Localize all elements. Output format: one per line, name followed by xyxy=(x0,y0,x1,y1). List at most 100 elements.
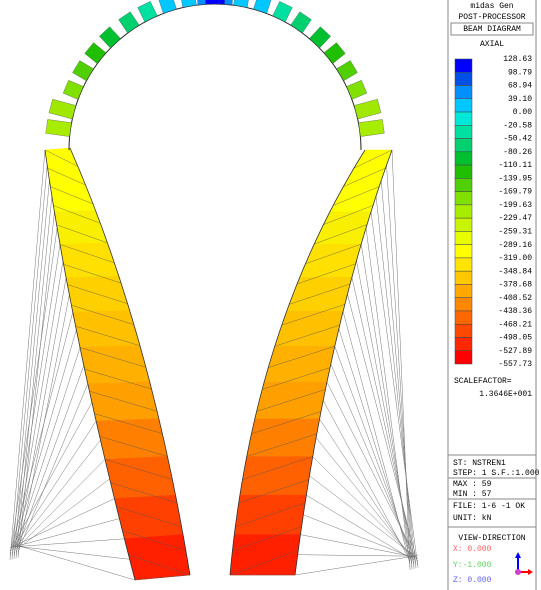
leg-brace xyxy=(75,325,141,346)
stage: ST: NSTREN1 xyxy=(453,459,506,468)
mode: POST-PROCESSOR xyxy=(458,13,525,22)
view-title: VIEW-DIRECTION xyxy=(458,534,525,543)
cable xyxy=(9,228,58,558)
legend-label: 98.79 xyxy=(508,68,532,77)
component: AXIAL xyxy=(480,40,504,49)
unit: UNIT: kN xyxy=(453,514,492,523)
leg-brace xyxy=(232,526,302,551)
arch-segment xyxy=(118,11,140,34)
legend-swatch xyxy=(454,350,473,365)
cable xyxy=(11,518,120,548)
cable xyxy=(15,545,130,560)
cable xyxy=(306,494,411,559)
cable xyxy=(11,420,97,551)
legend-label: -527.89 xyxy=(498,347,532,356)
legend-swatch xyxy=(454,310,473,325)
arch-segment xyxy=(84,42,107,64)
cable xyxy=(15,365,85,553)
leg-brace xyxy=(94,413,163,434)
leg-brace xyxy=(274,324,340,347)
leg-segment xyxy=(263,346,336,383)
leg-brace xyxy=(84,368,152,390)
arch-segment xyxy=(62,80,84,100)
leg-brace xyxy=(323,205,374,225)
legend-swatch xyxy=(454,270,473,285)
leg-brace xyxy=(128,554,191,576)
arch-segment xyxy=(272,1,293,23)
arch-segment xyxy=(354,99,382,120)
legend-swatch xyxy=(454,231,473,245)
leg-brace xyxy=(296,263,356,285)
legend-swatch xyxy=(454,72,473,86)
legend-label: -110.11 xyxy=(498,161,532,170)
legend-swatch xyxy=(454,323,473,338)
leg-segment xyxy=(246,418,320,457)
app-name: midas Gen xyxy=(470,2,513,11)
scale-label: SCALEFACTOR= xyxy=(454,377,512,386)
leg-brace xyxy=(281,304,345,326)
legend-swatch xyxy=(454,204,473,219)
leg-brace xyxy=(99,436,168,457)
cable xyxy=(375,195,417,569)
leg-brace xyxy=(79,347,146,368)
cable xyxy=(300,534,415,558)
arch-segment xyxy=(99,26,121,49)
cable xyxy=(360,244,413,567)
cable xyxy=(356,260,415,566)
arch-segment xyxy=(309,26,331,49)
leg-brace xyxy=(229,550,299,576)
leg-brace xyxy=(305,243,362,265)
leg-brace xyxy=(238,479,309,504)
leg-brace xyxy=(89,391,158,412)
legend-label: -348.84 xyxy=(498,267,532,276)
arch-segment xyxy=(323,42,346,64)
diagram: BEAM DIAGRAM xyxy=(463,25,521,34)
legend-swatch xyxy=(454,111,473,126)
leg-brace xyxy=(116,506,182,527)
legend-swatch xyxy=(454,98,473,113)
max: MAX : 59 xyxy=(453,480,492,489)
legend-label: -169.79 xyxy=(498,188,532,197)
cable xyxy=(391,149,411,571)
leg-brace xyxy=(67,284,128,304)
cable xyxy=(294,555,419,576)
leg-brace xyxy=(251,411,322,435)
leg-brace xyxy=(104,459,173,480)
cable xyxy=(312,456,417,560)
leg-segment xyxy=(124,534,191,581)
leg-segment xyxy=(104,456,176,499)
view-z: Z: 0.000 xyxy=(453,576,492,585)
box xyxy=(450,22,534,36)
leg-brace xyxy=(110,482,178,504)
cable xyxy=(15,196,53,559)
legend-swatch xyxy=(454,125,473,139)
legend-label: 0.00 xyxy=(513,108,532,117)
legend-label: -378.68 xyxy=(498,281,532,290)
leg-brace xyxy=(122,530,186,551)
scale-value: 1.3646E+001 xyxy=(479,390,532,399)
view-x: X: 0.000 xyxy=(453,545,492,554)
leg-brace xyxy=(71,305,134,325)
cable xyxy=(315,437,415,560)
leg-brace xyxy=(242,456,313,480)
legend-swatch xyxy=(454,257,473,272)
leg-brace xyxy=(256,389,326,412)
cable xyxy=(351,277,417,566)
legend-swatch xyxy=(454,217,473,232)
cable xyxy=(365,227,411,568)
cable xyxy=(326,382,419,562)
leg-brace xyxy=(53,205,101,224)
cable xyxy=(13,180,50,559)
cable xyxy=(9,312,74,555)
view-y: Y:-1.000 xyxy=(453,561,492,570)
cable xyxy=(309,475,419,559)
leg-brace xyxy=(50,186,94,205)
cable xyxy=(9,498,115,549)
arch-segment xyxy=(72,60,94,82)
legend-label: -199.63 xyxy=(498,201,532,210)
leg-brace xyxy=(134,574,191,581)
cable xyxy=(13,347,81,553)
arch-segment xyxy=(158,0,177,14)
legend-label: -408.52 xyxy=(498,294,532,303)
